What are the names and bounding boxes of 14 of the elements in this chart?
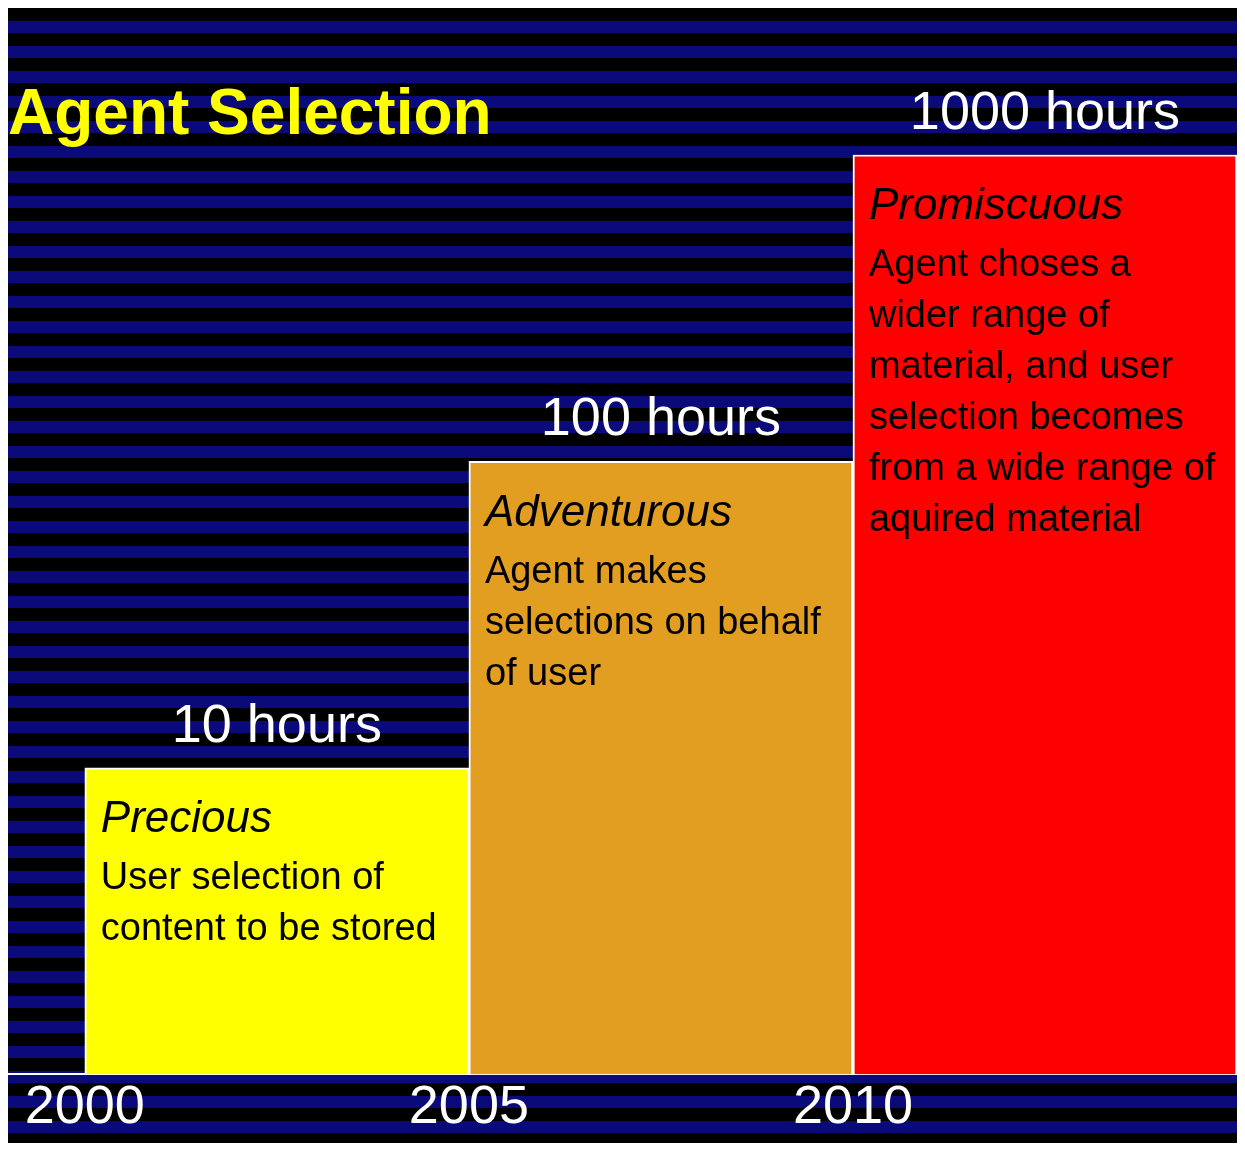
x-tick-label: 2005: [408, 1074, 529, 1135]
x-tick-label: 2010: [792, 1074, 914, 1135]
annotation: Agent makes selections on behalf of user: [484, 548, 822, 693]
data-label: 100 hours: [540, 386, 781, 447]
annotation: Adventurous: [481, 485, 732, 535]
annotation: Agent choses a wider range of material, and user selection becomes from a wide range of aquired material: [867, 242, 1216, 540]
data-label: 10 hours: [171, 692, 382, 753]
annotation: Promiscuous: [868, 179, 1124, 229]
striped-background: Agent Selection 2000 2005 2010 10 hours 100 hours 1000 hours Precious User selection of content to be stored Adventurous Agent makes selections on behalf of user Promiscuous Agent choses a wider range of material, and user selection becomes from a wide range of aquired material: [8, 8, 1237, 1143]
annotation: User selection of content to be stored: [100, 855, 437, 949]
data-label: 1000 hours: [909, 79, 1181, 140]
annotation: Precious: [100, 791, 272, 841]
chart-title: Agent Selection: [8, 76, 492, 149]
x-tick-label: 2000: [24, 1074, 145, 1135]
